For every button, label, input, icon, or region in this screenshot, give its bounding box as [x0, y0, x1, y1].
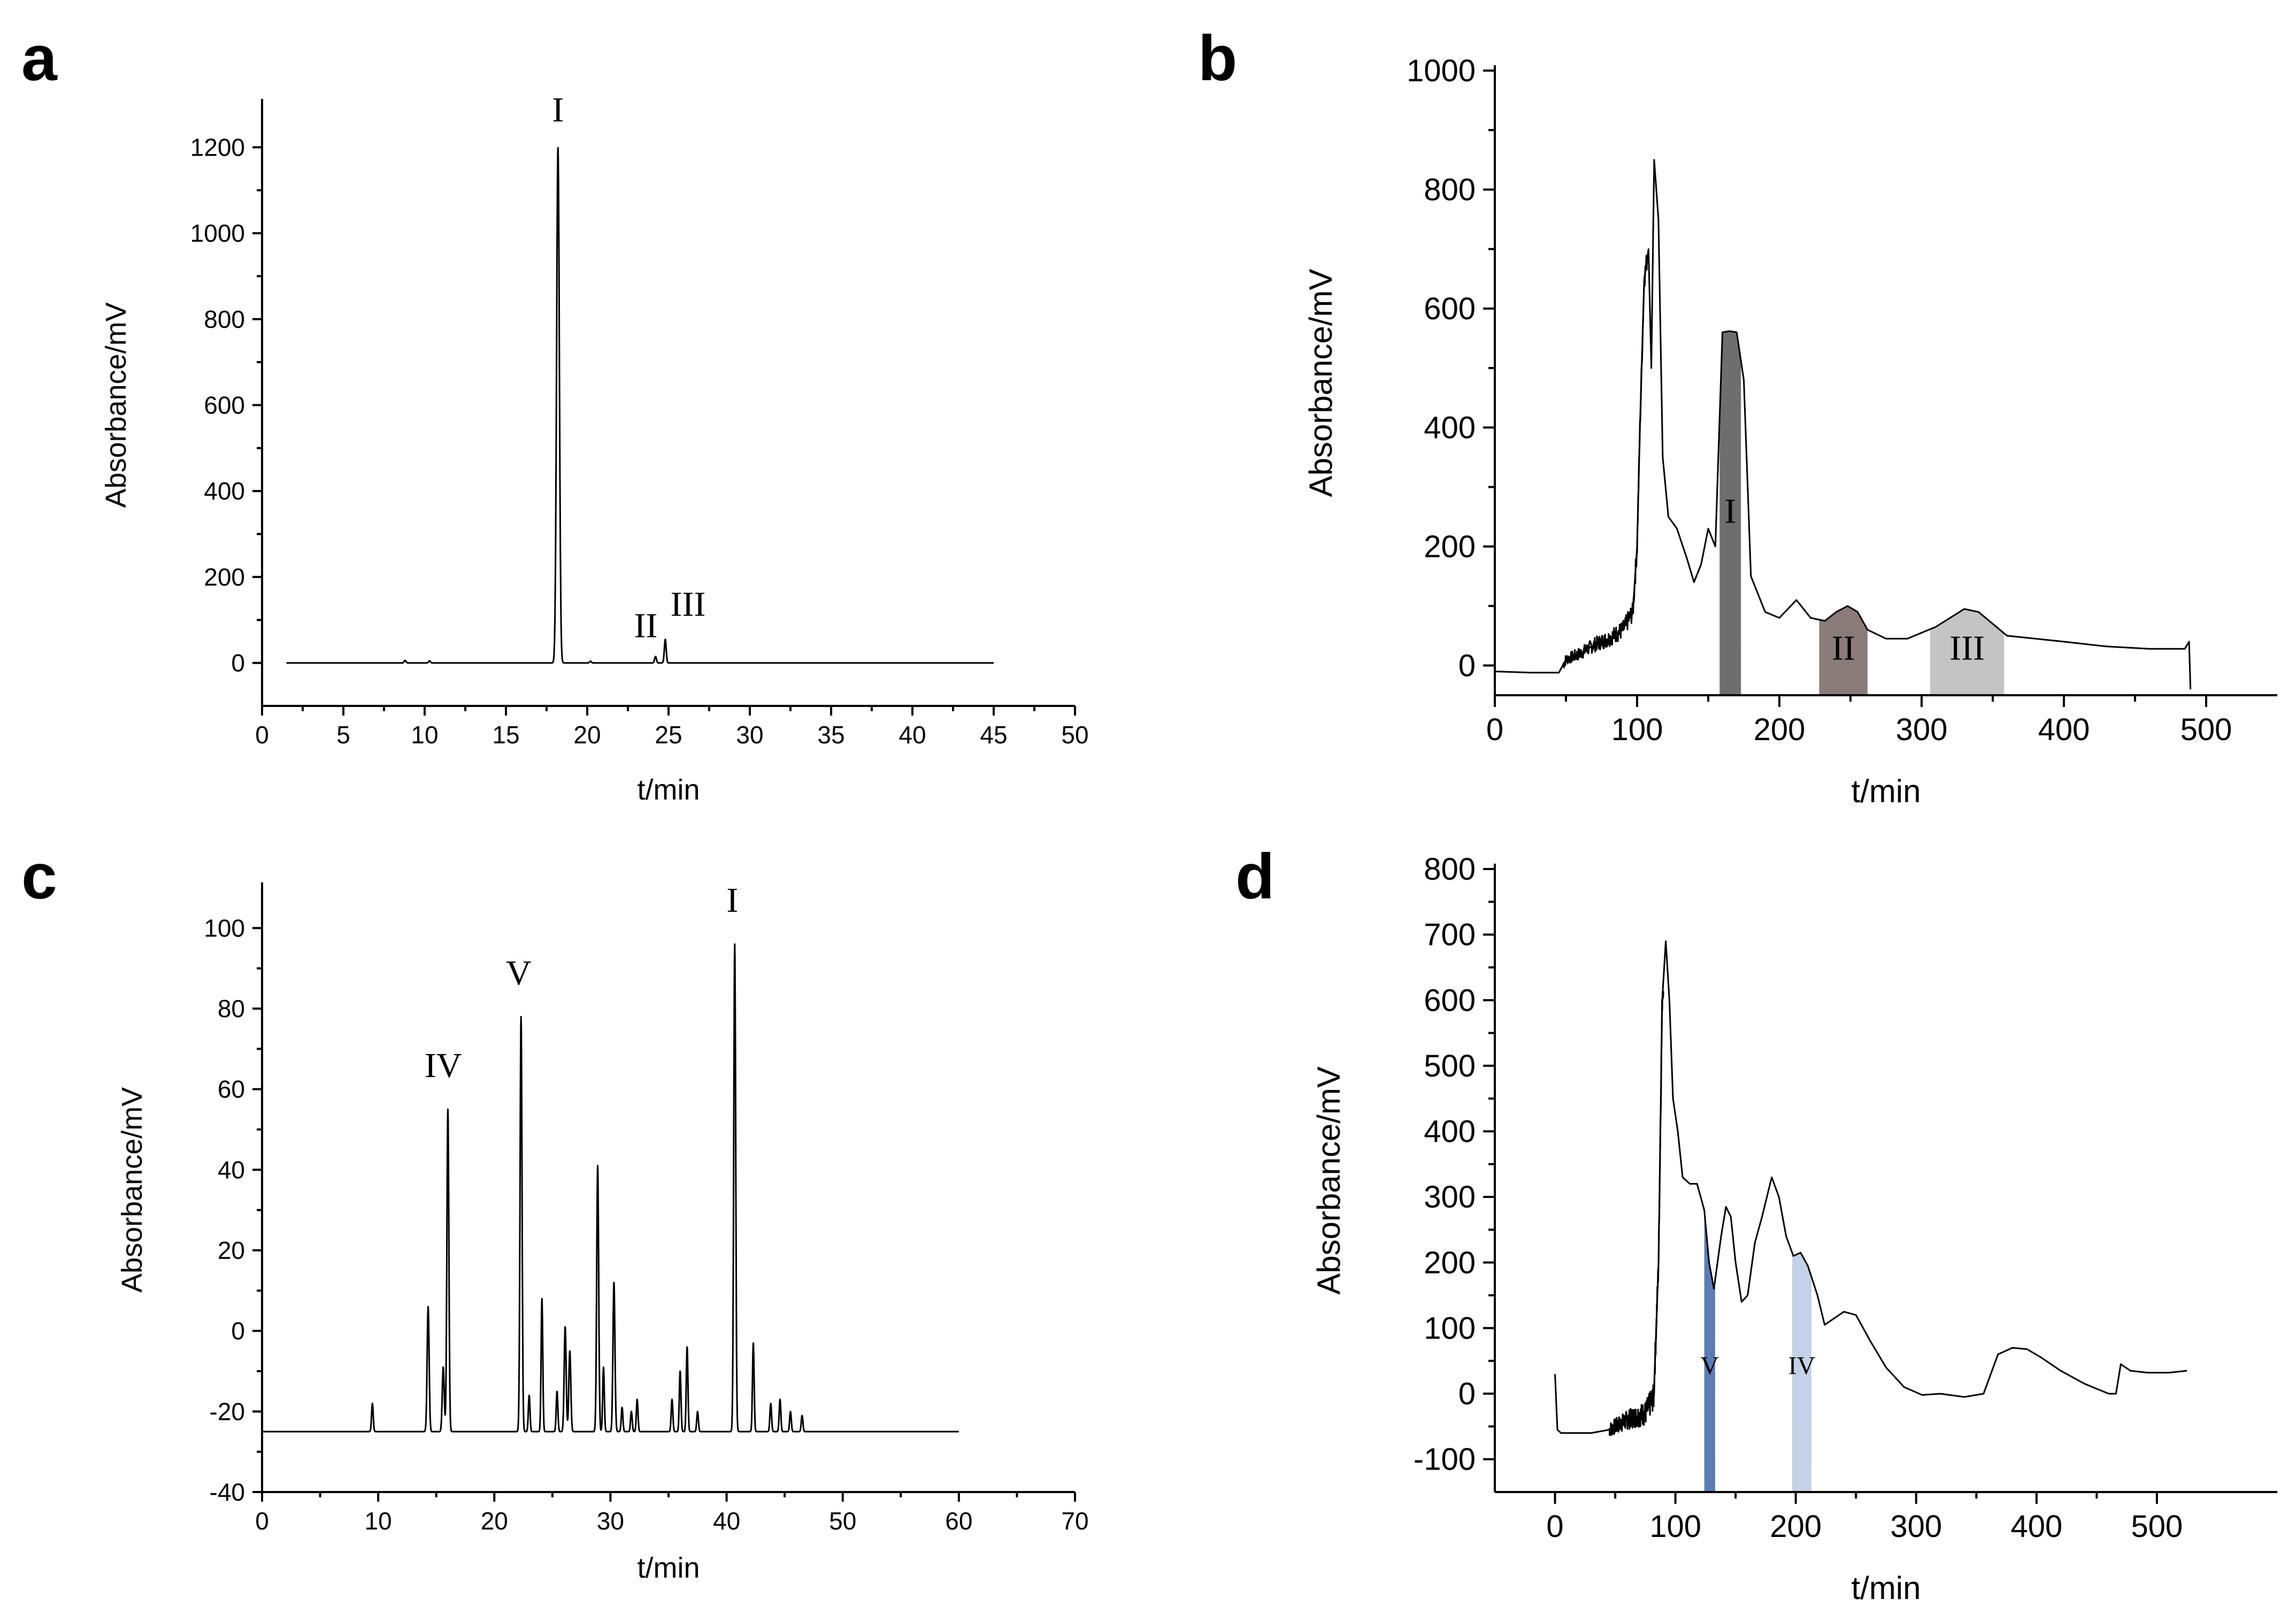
y-tick-label-c-3: 20: [218, 1236, 245, 1264]
y-tick-label-b-4: 800: [1424, 172, 1476, 207]
x-tick-label-d-1: 100: [1649, 1509, 1701, 1544]
y-tick-label-d-4: 300: [1424, 1180, 1476, 1214]
x-tick-label-b-5: 500: [2180, 712, 2232, 747]
x-tick-label-a-1: 5: [336, 721, 350, 749]
y-tick-label-d-7: 600: [1424, 983, 1476, 1018]
y-tick-label-c-6: 80: [218, 995, 245, 1023]
y-tick-label-b-5: 1000: [1407, 53, 1476, 88]
y-tick-label-c-4: 40: [218, 1156, 245, 1183]
fraction-label-b-0: I: [1724, 491, 1736, 531]
trace-a: [286, 147, 995, 664]
y-tick-label-a-5: 1000: [190, 219, 245, 247]
y-tick-label-c-7: 100: [204, 914, 245, 942]
y-tick-label-d-2: 100: [1424, 1311, 1476, 1346]
x-tick-label-d-0: 0: [1546, 1509, 1563, 1544]
x-tick-label-c-4: 40: [713, 1507, 740, 1535]
y-tick-label-b-1: 200: [1424, 529, 1476, 564]
panel-letter-d: d: [1235, 841, 1274, 912]
y-axis-title-c: Absorbance/mV: [116, 1087, 148, 1293]
y-tick-label-a-2: 400: [204, 477, 245, 505]
x-tick-label-a-8: 40: [899, 721, 926, 749]
y-tick-label-d-0: -100: [1414, 1442, 1476, 1477]
x-tick-label-b-4: 400: [2038, 712, 2090, 747]
y-tick-label-a-4: 800: [204, 305, 245, 333]
peak-label-a-2: III: [671, 585, 706, 624]
x-tick-label-a-3: 15: [492, 721, 519, 749]
y-tick-label-c-1: -20: [210, 1397, 245, 1425]
fraction-d-1: [1792, 1252, 1811, 1492]
x-axis-title-c: t/min: [637, 1552, 700, 1584]
x-tick-label-a-4: 20: [573, 721, 601, 749]
chart-b: 0 100 200 300 400 500 0 200 400 600 800 1000 t/min Ab…: [1303, 53, 2277, 809]
x-tick-label-c-2: 20: [481, 1507, 508, 1535]
fraction-label-d-0: V: [1700, 1351, 1719, 1380]
y-tick-label-c-2: 0: [231, 1317, 245, 1345]
trace-noise-b: [1562, 255, 1649, 668]
x-axis-title-d: t/min: [1851, 1570, 1921, 1606]
fraction-b-1: [1819, 606, 1868, 695]
y-axis-title-b: Absorbance/mV: [1303, 269, 1339, 497]
x-tick-label-d-4: 400: [2010, 1509, 2062, 1544]
x-tick-label-a-0: 0: [255, 721, 269, 749]
x-tick-label-b-3: 300: [1896, 712, 1948, 747]
x-tick-label-c-6: 60: [945, 1507, 972, 1535]
y-tick-label-b-2: 400: [1424, 410, 1476, 445]
fraction-b-2: [1930, 609, 2005, 695]
y-tick-label-b-3: 600: [1424, 291, 1476, 326]
x-tick-label-a-10: 50: [1061, 721, 1088, 749]
y-axis-title-a: Absorbance/mV: [100, 302, 132, 508]
trace-noise-d: [1608, 990, 1664, 1436]
x-tick-label-c-7: 70: [1061, 1507, 1088, 1535]
x-tick-label-d-5: 500: [2131, 1509, 2183, 1544]
x-tick-label-b-1: 100: [1611, 712, 1663, 747]
y-tick-label-a-1: 200: [204, 563, 245, 591]
x-tick-label-c-3: 30: [597, 1507, 624, 1535]
y-tick-label-c-5: 60: [218, 1075, 245, 1103]
fraction-label-b-2: III: [1949, 628, 1985, 667]
x-tick-label-a-7: 35: [817, 721, 844, 749]
y-tick-label-d-5: 400: [1424, 1114, 1476, 1149]
trace-c: [261, 943, 959, 1433]
chart-c: 0 10 20 30 40 50 60 70 -40 -20 0 20 40 60 80 100 t/min Ab…: [116, 881, 1089, 1584]
fraction-label-b-1: II: [1832, 628, 1855, 667]
fraction-b-0: [1719, 331, 1741, 695]
chart-a: 0 5 10 15 20 25 30 35 40 45 50 0 200 400 600 800 1000 120…: [100, 90, 1089, 806]
fraction-label-d-1: IV: [1788, 1351, 1816, 1380]
x-tick-label-c-0: 0: [255, 1507, 269, 1535]
y-tick-label-d-1: 0: [1458, 1377, 1476, 1411]
y-tick-label-d-9: 800: [1424, 852, 1476, 887]
y-tick-label-d-6: 500: [1424, 1049, 1476, 1083]
x-tick-label-a-6: 30: [736, 721, 763, 749]
y-tick-label-a-6: 1200: [190, 133, 245, 161]
x-axis-title-a: t/min: [637, 774, 700, 806]
x-tick-label-d-2: 200: [1770, 1509, 1822, 1544]
y-tick-label-d-3: 200: [1424, 1246, 1476, 1280]
y-tick-label-b-0: 0: [1458, 648, 1476, 683]
y-axis-title-d: Absorbance/mV: [1311, 1066, 1347, 1295]
x-tick-label-a-2: 10: [411, 721, 438, 749]
panel-letter-c: c: [21, 841, 57, 912]
y-tick-label-d-8: 700: [1424, 918, 1476, 952]
chart-d: 0 100 200 300 400 500 -100 0 100 200 300 400 500 600 7…: [1311, 852, 2277, 1606]
peak-label-c-1: V: [506, 954, 532, 993]
y-tick-label-a-0: 0: [231, 649, 245, 677]
x-tick-label-c-1: 10: [365, 1507, 392, 1535]
panel-letter-b: b: [1198, 22, 1237, 94]
peak-label-c-0: IV: [425, 1046, 462, 1085]
peak-label-a-1: II: [634, 606, 657, 645]
x-axis-title-b: t/min: [1851, 773, 1921, 809]
x-tick-label-a-5: 25: [655, 721, 682, 749]
y-tick-label-a-3: 600: [204, 391, 245, 419]
x-tick-label-d-3: 300: [1890, 1509, 1942, 1544]
panel-letter-a: a: [21, 22, 58, 94]
x-tick-label-b-2: 200: [1754, 712, 1806, 747]
peak-label-c-2: I: [726, 881, 738, 920]
trace-d: [1554, 940, 2187, 1434]
y-tick-label-c-0: -40: [210, 1478, 245, 1506]
peak-label-a-0: I: [552, 90, 564, 129]
x-tick-label-a-9: 45: [980, 721, 1007, 749]
x-tick-label-b-0: 0: [1486, 712, 1503, 747]
x-tick-label-c-5: 50: [829, 1507, 856, 1535]
